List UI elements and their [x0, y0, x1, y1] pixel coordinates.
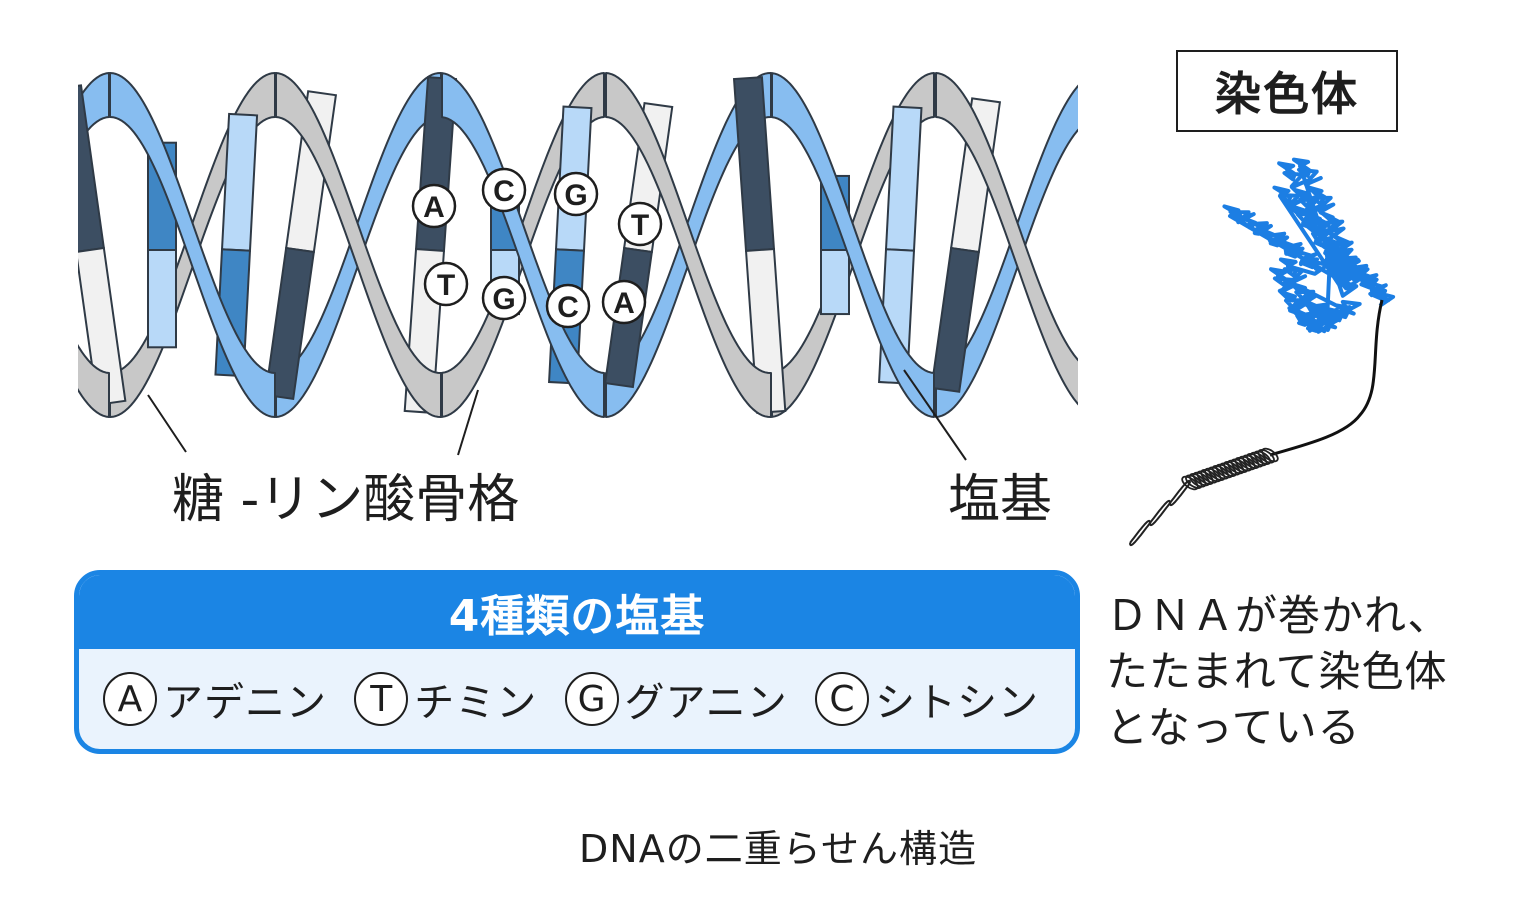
base-tag-letter: G [564, 179, 587, 212]
chromosome-note-line: ＤＮＡが巻かれ、 [1106, 591, 1451, 640]
base-name: アデニン [163, 680, 327, 726]
base-name: シトシン [875, 680, 1039, 726]
sugar-phosphate-strand-gray [275, 72, 442, 418]
base-tag-letter: A [423, 191, 445, 224]
chromosome-arm-scribble [1222, 157, 1396, 334]
sugar-phosphate-strand-blue [935, 84, 1078, 418]
base-bar-lower [820, 249, 850, 316]
backbone-leader-line-1 [147, 394, 187, 453]
base-tag-circle [423, 261, 469, 307]
dna-strand [1129, 479, 1191, 544]
base-item-cytosine: C シトシン [815, 670, 1039, 728]
base-tag-circle [481, 167, 527, 213]
dna-double-helix: A T C G G C T A [78, 72, 1078, 461]
sugar-phosphate-backbone-label: 糖 -リン酸骨格 [172, 470, 520, 530]
sugar-phosphate-strand-gray [605, 72, 772, 418]
base-tag-letter: A [613, 287, 635, 320]
base-bar-lower [930, 246, 980, 393]
sugar-phosphate-strand-blue [771, 72, 935, 418]
four-bases-panel: 4種類の塩基 A アデニン T チミン G グアニン C シトシン [74, 570, 1080, 754]
base-tag-circle [481, 275, 527, 321]
base-tag-letter: T [631, 209, 649, 242]
base-bar-upper [220, 112, 259, 252]
sugar-phosphate-strand-blue [109, 72, 276, 418]
base-letter-circle: G [564, 672, 619, 726]
chromosome-title-box: 染色体 [1176, 50, 1398, 132]
base-bar-lower [264, 246, 315, 400]
base-tag-circle [553, 171, 599, 217]
base-item-adenine: A アデニン [103, 670, 327, 728]
base-letter-circle: C [815, 672, 869, 726]
base-pair [930, 97, 1002, 393]
base-item-guanine: G グアニン [564, 670, 788, 728]
base-letter-circle: A [103, 672, 157, 726]
base-tag-letter: C [557, 291, 579, 324]
chromosome-note: ＤＮＡが巻かれ、 たたまれて染色体 となっている [1106, 588, 1526, 756]
figure-caption: DNAの二重らせん構造 [579, 827, 977, 871]
chromosome-note-line: となっている [1106, 703, 1361, 752]
base-label: 塩基 [948, 470, 1053, 530]
base-tag-letter: C [493, 175, 515, 208]
base-name: グアニン [624, 680, 788, 726]
chromosome-note-line: たたまれて染色体 [1106, 647, 1448, 696]
sugar-phosphate-strand-gray [935, 72, 1078, 406]
chromosome-illustration [1129, 157, 1396, 547]
base-pair [78, 84, 127, 406]
base-tag-circle [617, 201, 663, 247]
base-letter-circle: T [354, 672, 409, 726]
four-bases-title: 4種類の塩基 [79, 575, 1075, 649]
base-tag-letter: T [437, 269, 455, 302]
base-tag-circle [545, 283, 591, 329]
chromatin-fiber [1269, 299, 1384, 457]
backbone-leader-line-2 [457, 389, 479, 456]
bases-list: A アデニン T チミン G グアニン C シトシン [79, 649, 1075, 749]
base-tag-circle [601, 279, 647, 325]
base-bar-lower [147, 249, 177, 349]
base-leader-line [903, 369, 967, 461]
base-bar-lower [78, 246, 127, 406]
dna-strand [1129, 482, 1191, 547]
base-item-thymine: T チミン [354, 670, 537, 728]
base-tag-circle [411, 183, 457, 229]
base-name: チミン [414, 680, 538, 726]
base-tag-letter: G [492, 283, 515, 316]
sugar-phosphate-strand-gray [78, 344, 110, 418]
